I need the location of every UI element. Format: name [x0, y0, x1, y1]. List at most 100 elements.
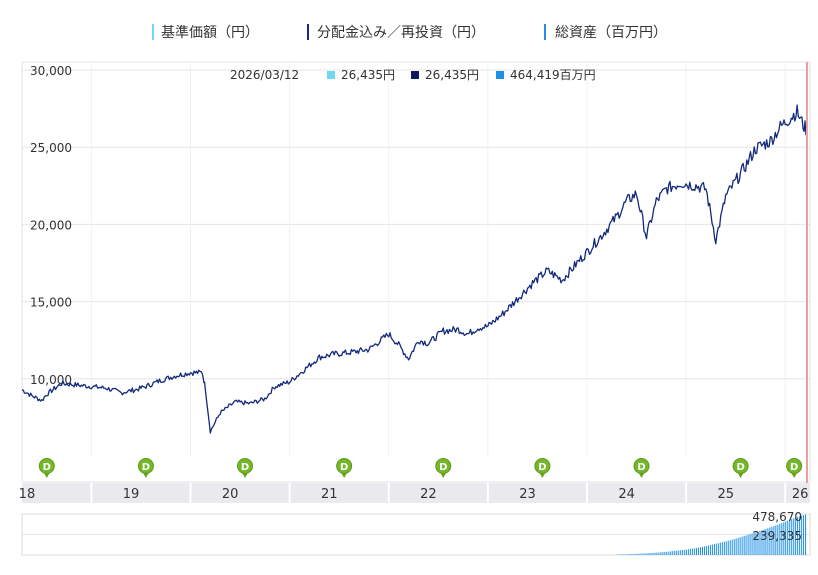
assets-bar [648, 553, 649, 555]
assets-bar [694, 548, 695, 555]
assets-panel: 478,670 239,335 [22, 510, 810, 555]
assets-bar [734, 539, 735, 555]
assets-bar [728, 541, 729, 555]
assets-bar [690, 549, 691, 555]
assets-bar [748, 535, 749, 555]
legend-swatch-assets [544, 24, 546, 40]
readout-swatch-nav [327, 71, 335, 79]
assets-bar [678, 550, 679, 555]
readout-swatch-reinvest [411, 71, 419, 79]
dividend-marker-label: D [736, 462, 744, 473]
assets-bar [730, 540, 731, 555]
plot-frame [22, 62, 810, 482]
y-tick-label: 20,000 [30, 218, 72, 232]
assets-bar [722, 542, 723, 555]
gridlines [22, 62, 810, 482]
assets-bar [643, 553, 644, 555]
assets-bar [736, 539, 737, 555]
assets-bar [656, 553, 657, 555]
x-tick-label: 26 [792, 487, 809, 502]
assets-bar [645, 553, 646, 555]
legend-swatch-reinvest [307, 24, 309, 40]
assets-bar [668, 552, 669, 555]
assets-bar [696, 548, 697, 555]
assets-bar [708, 546, 709, 555]
dividend-marker-label: D [142, 462, 150, 473]
assets-bar [692, 549, 693, 555]
assets-bar [714, 544, 715, 555]
x-tick-label: 23 [519, 487, 536, 502]
legend-label-assets[interactable]: 総資産（百万円） [555, 25, 667, 41]
assets-bar [631, 554, 632, 555]
assets-bar [698, 548, 699, 555]
assets-bar [702, 547, 703, 555]
assets-bar [658, 552, 659, 555]
assets-bar [742, 537, 743, 555]
readout-value-reinvest: 26,435円 [425, 68, 479, 82]
legend-label-nav[interactable]: 基準価額（円） [161, 24, 259, 41]
assets-bar [744, 536, 745, 555]
assets-mid-label: 239,335 [752, 529, 802, 543]
readout-swatch-assets [496, 71, 504, 79]
assets-max-label: 478,670 [752, 510, 802, 524]
assets-bar [726, 541, 727, 555]
assets-bar [805, 515, 806, 555]
dividend-marker-label: D [538, 462, 546, 473]
assets-bar [732, 540, 733, 555]
dividend-marker-label: D [340, 462, 348, 473]
assets-bar [740, 537, 741, 555]
assets-bar [710, 545, 711, 555]
assets-bar [686, 550, 687, 555]
assets-bar [625, 554, 626, 555]
assets-bar [716, 544, 717, 555]
assets-bar [654, 553, 655, 555]
y-tick-label: 30,000 [30, 64, 72, 78]
assets-bar [718, 543, 719, 555]
x-tick-label: 25 [717, 487, 734, 502]
reinvest-price-line [22, 105, 807, 433]
assets-bar [670, 551, 671, 555]
assets-bar [704, 546, 705, 555]
x-tick-label: 18 [19, 487, 36, 502]
assets-bar [684, 550, 685, 555]
assets-bar [623, 554, 624, 555]
assets-bar [646, 553, 647, 555]
assets-bar [666, 552, 667, 555]
legend-label-reinvest[interactable]: 分配金込み／再投資（円） [317, 25, 485, 41]
x-tick-label: 24 [618, 487, 635, 502]
assets-bar [664, 552, 665, 555]
assets-bar [629, 554, 630, 555]
assets-bar [706, 546, 707, 555]
x-axis-band-bg [22, 483, 810, 503]
dividend-marker-label: D [43, 462, 51, 473]
x-tick-label: 21 [321, 487, 338, 502]
assets-bar [635, 554, 636, 555]
assets-bar [641, 554, 642, 555]
assets-bar [674, 551, 675, 555]
assets-bar [637, 554, 638, 555]
assets-bar [803, 515, 804, 555]
assets-bar [688, 549, 689, 555]
y-tick-label: 15,000 [30, 296, 72, 310]
dividend-marker-label: D [637, 462, 645, 473]
assets-bar [746, 535, 747, 555]
assets-bar [680, 550, 681, 555]
assets-bar [738, 538, 739, 555]
assets-bar [676, 551, 677, 555]
readout-value-nav: 26,435円 [341, 68, 395, 82]
assets-bar [662, 552, 663, 555]
y-tick-label: 25,000 [30, 141, 72, 155]
assets-bar [720, 543, 721, 555]
dividend-marker-label: D [241, 462, 249, 473]
assets-bar [639, 554, 640, 555]
assets-bar [712, 545, 713, 555]
x-tick-label: 19 [123, 487, 140, 502]
assets-bar [672, 551, 673, 555]
dividend-marker-label: D [439, 462, 447, 473]
dividend-marker-label: D [790, 462, 798, 473]
assets-bar [660, 552, 661, 555]
